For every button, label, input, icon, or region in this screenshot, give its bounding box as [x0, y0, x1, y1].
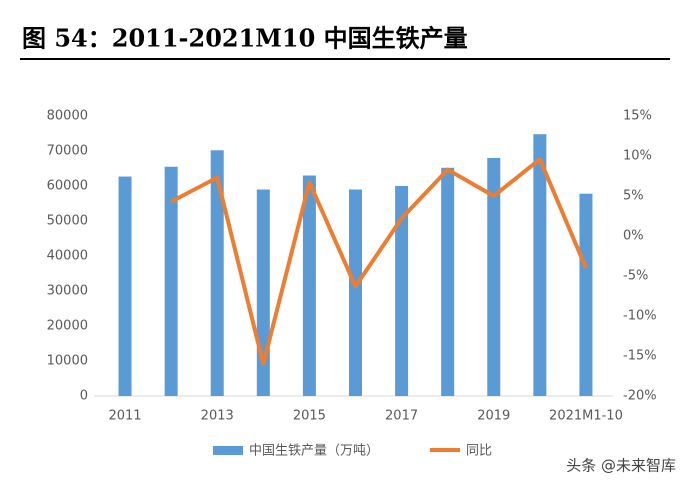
legend-swatch — [213, 446, 243, 455]
y-tick-label: 0 — [80, 389, 88, 404]
page-title: 图 54：2011-2021M10 中国生铁产量 — [22, 24, 468, 53]
x-tick-label: 2011 — [108, 409, 141, 424]
watermark: 头条 @未来智库 — [566, 457, 676, 475]
y-tick-label: 20000 — [47, 319, 88, 334]
x-tick-label: 2015 — [293, 409, 326, 424]
y2-tick-label: -10% — [623, 309, 657, 324]
legend-label: 同比 — [466, 444, 492, 459]
y-tick-label: 40000 — [47, 249, 88, 264]
bar — [210, 150, 224, 396]
bar — [349, 189, 362, 396]
x-tick-label: 2017 — [385, 409, 418, 424]
legend-label: 中国生铁产量（万吨） — [249, 444, 379, 459]
x-tick-label: 2021M1-10 — [549, 409, 623, 424]
y2-tick-label: 15% — [623, 109, 652, 124]
y-tick-label: 70000 — [47, 144, 88, 159]
line — [170, 157, 588, 366]
y-tick-label: 10000 — [47, 354, 88, 369]
bar — [487, 158, 501, 396]
x-tick-label: 2013 — [201, 409, 234, 424]
bar — [118, 176, 132, 396]
y-tick-label: 80000 — [47, 109, 88, 124]
x-tick-label: 2019 — [477, 409, 510, 424]
y2-tick-label: -5% — [623, 269, 648, 284]
bar — [395, 186, 409, 396]
bar — [533, 134, 547, 396]
y-tick-label: 60000 — [47, 179, 88, 194]
y-tick-label: 50000 — [47, 214, 88, 229]
bar — [302, 175, 316, 396]
y2-tick-label: 5% — [623, 189, 644, 204]
y2-tick-label: -20% — [623, 389, 657, 404]
y2-tick-label: 0% — [623, 229, 644, 244]
bar — [164, 166, 178, 396]
bar — [579, 193, 593, 396]
bar — [441, 167, 455, 396]
y2-tick-label: 10% — [623, 149, 652, 164]
y-tick-label: 30000 — [47, 284, 88, 299]
y2-tick-label: -15% — [623, 349, 657, 364]
